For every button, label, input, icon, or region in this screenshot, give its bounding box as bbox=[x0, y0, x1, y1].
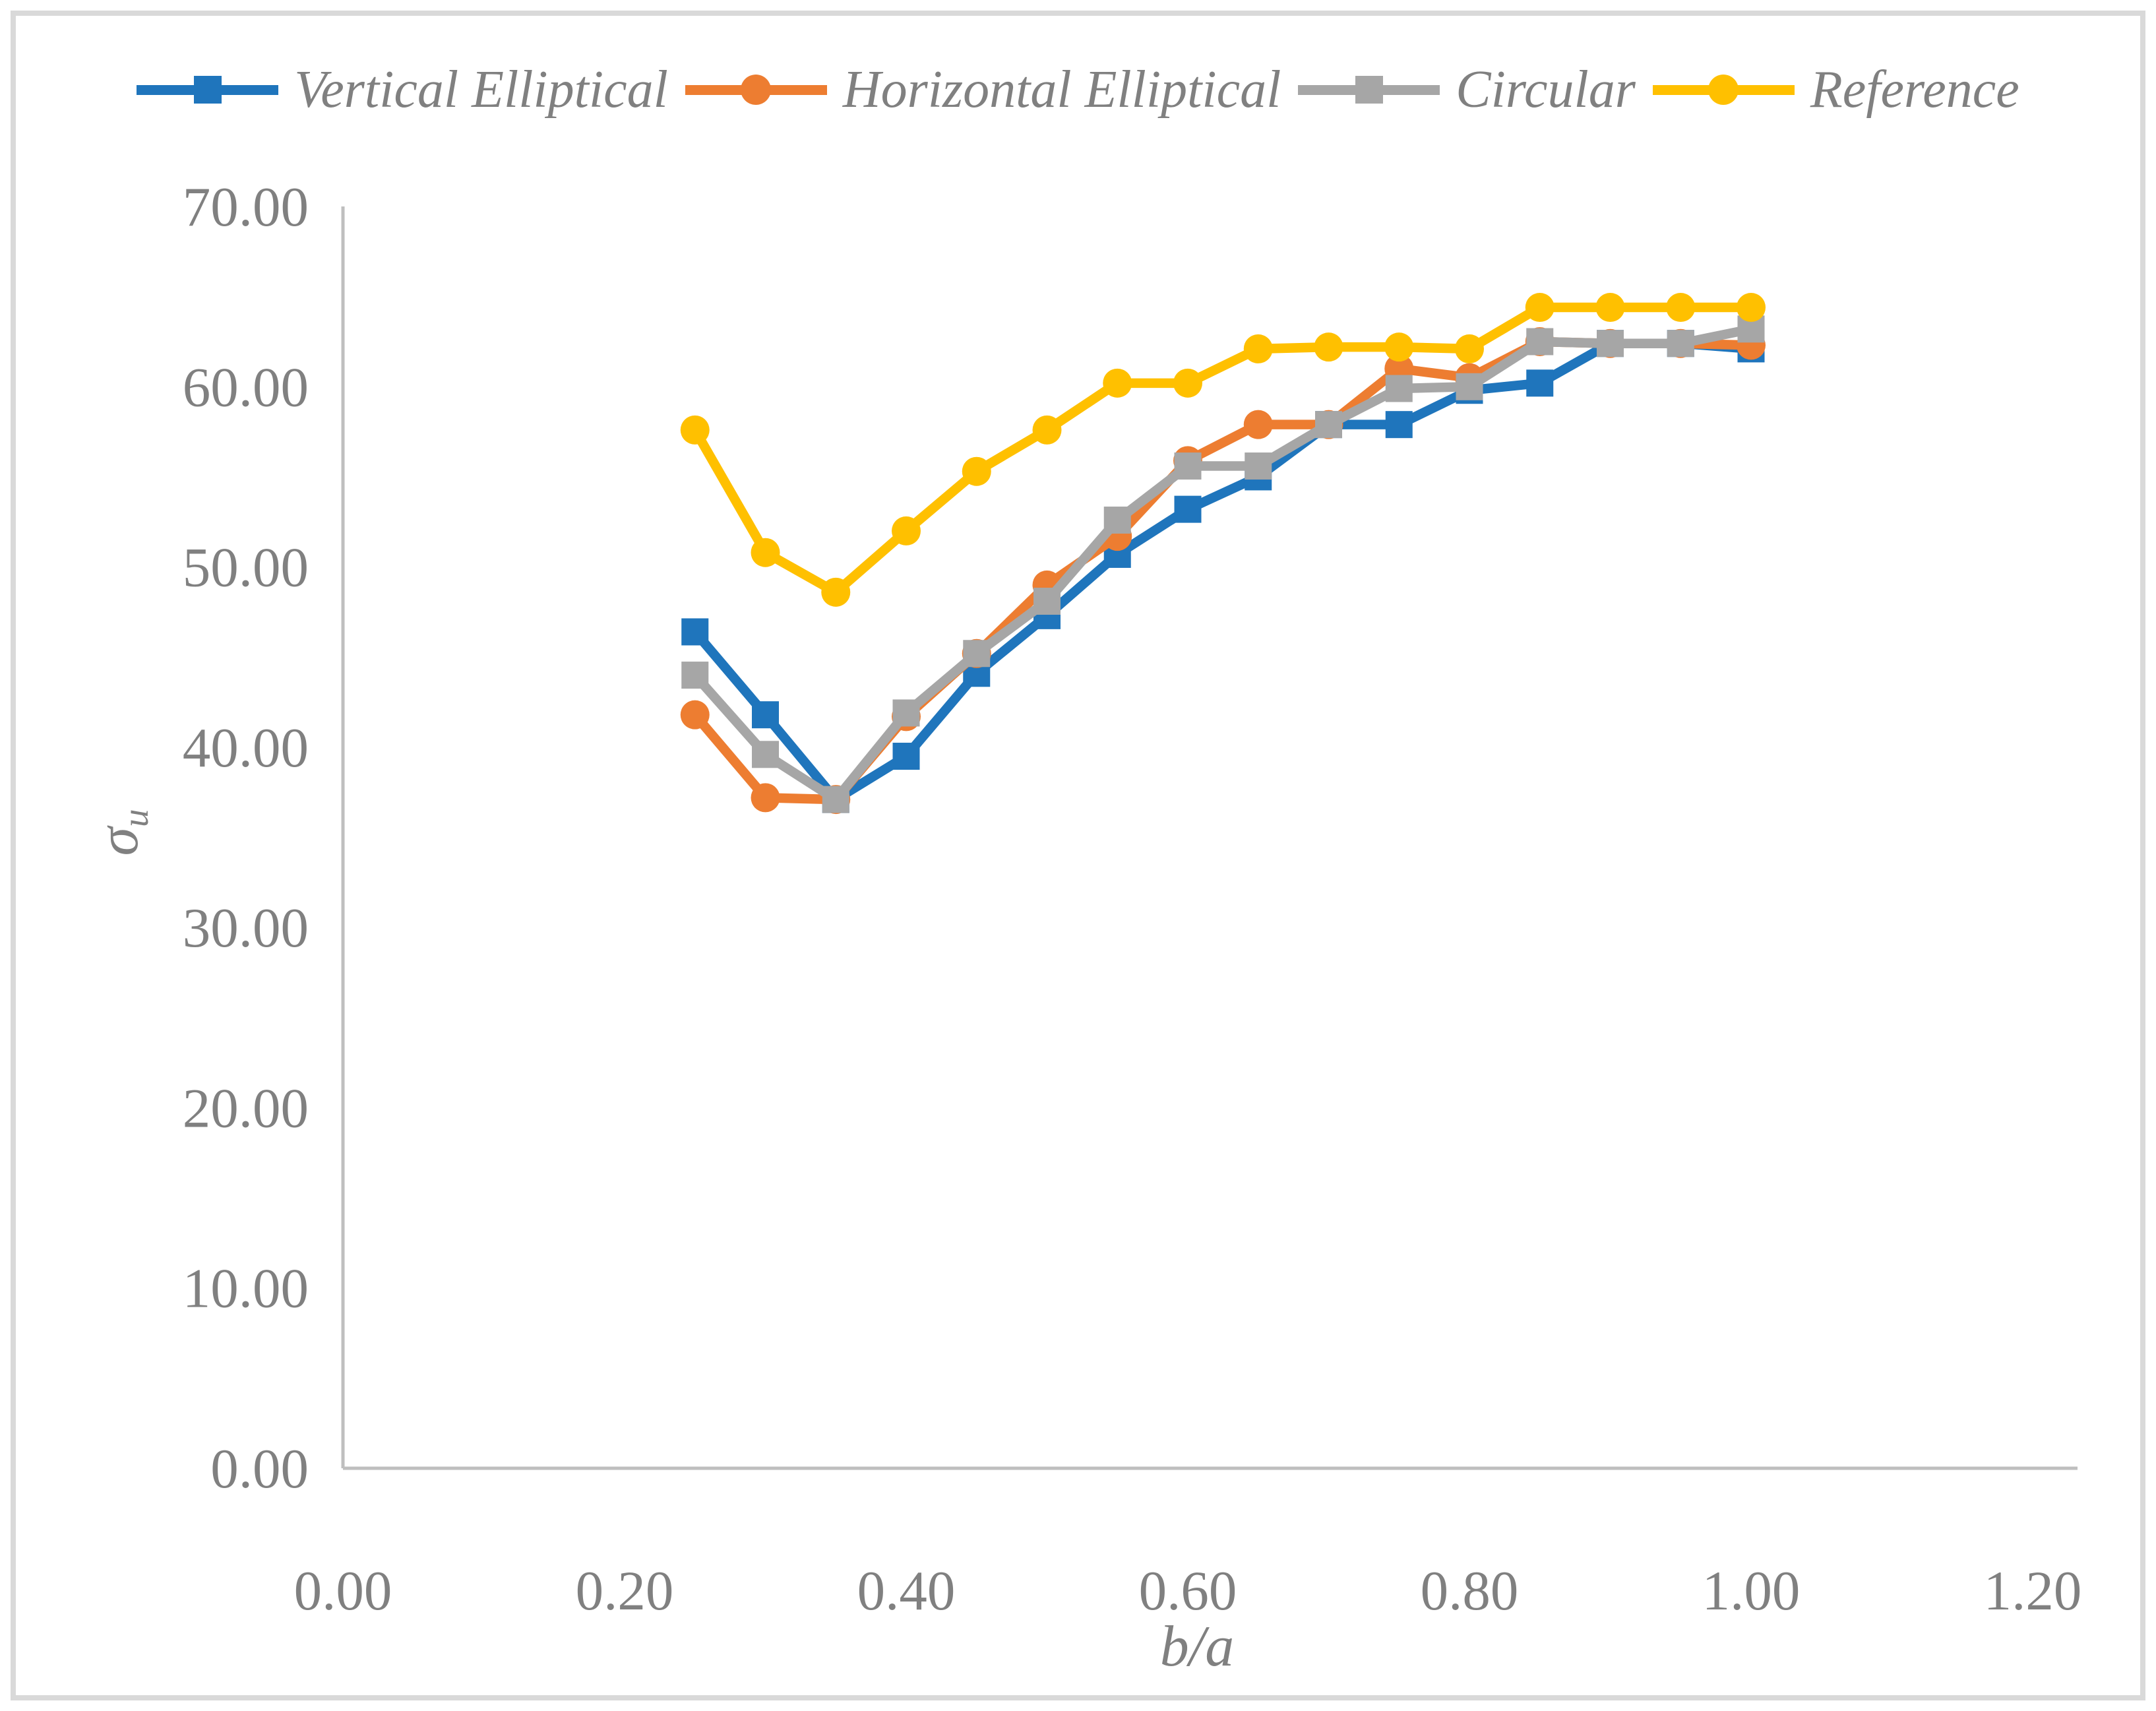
y-tick-label: 50.00 bbox=[183, 537, 309, 599]
data-point-square bbox=[1174, 452, 1202, 480]
data-point-circle bbox=[1243, 334, 1273, 363]
series-horizontal-elliptical bbox=[680, 327, 1766, 815]
y-tick-label: 10.00 bbox=[183, 1258, 309, 1320]
data-point-circle bbox=[1384, 332, 1414, 362]
data-point-square bbox=[1174, 495, 1202, 523]
x-tick-label: 1.00 bbox=[1702, 1560, 1801, 1622]
legend-circle-marker-icon bbox=[685, 75, 827, 105]
x-tick-label: 1.20 bbox=[1984, 1560, 2082, 1622]
data-point-square bbox=[752, 741, 779, 768]
circle-icon bbox=[1708, 75, 1739, 105]
data-point-circle bbox=[892, 516, 921, 545]
data-point-square bbox=[1315, 411, 1342, 439]
series-line bbox=[690, 302, 1756, 598]
data-point-square bbox=[752, 701, 779, 729]
x-tick-label: 0.60 bbox=[1139, 1560, 1237, 1622]
legend-label: Horizontal Elliptical bbox=[842, 61, 1281, 119]
y-tick-label: 60.00 bbox=[183, 356, 309, 418]
x-tick-label: 0.80 bbox=[1421, 1560, 1519, 1622]
circle-icon bbox=[741, 75, 772, 105]
square-icon bbox=[1355, 76, 1383, 104]
data-point-circle bbox=[680, 700, 710, 730]
data-point-square bbox=[681, 618, 709, 646]
legend-item-reference: Reference bbox=[1652, 61, 2019, 119]
data-point-circle bbox=[1737, 293, 1766, 323]
data-point-circle bbox=[1243, 410, 1273, 439]
data-point-square bbox=[892, 699, 920, 727]
data-point-square bbox=[681, 662, 709, 689]
legend-item-horizontal-elliptical: Horizontal Elliptical bbox=[685, 63, 1281, 116]
y-axis-title: σu bbox=[86, 809, 156, 856]
data-point-circle bbox=[1103, 368, 1132, 398]
series-line bbox=[690, 324, 1756, 805]
data-point-circle bbox=[680, 415, 710, 445]
data-point-square bbox=[1667, 330, 1694, 358]
data-point-circle bbox=[1525, 293, 1555, 323]
series-line bbox=[690, 338, 1756, 805]
data-point-square bbox=[1245, 452, 1272, 480]
data-point-circle bbox=[1455, 334, 1484, 363]
data-point-circle bbox=[962, 456, 991, 486]
data-point-square bbox=[1526, 328, 1554, 356]
series-reference bbox=[680, 293, 1766, 607]
data-point-square bbox=[1033, 587, 1061, 615]
legend-item-circular: Circular bbox=[1298, 63, 1636, 116]
legend-item-vertical-elliptical: Vertical Elliptical bbox=[137, 63, 668, 116]
data-point-square bbox=[1385, 411, 1413, 439]
legend-circle-marker-icon bbox=[1652, 75, 1795, 105]
legend-square-marker-icon bbox=[137, 76, 279, 104]
legend-label: Reference bbox=[1810, 61, 2019, 119]
y-tick-label: 70.00 bbox=[183, 176, 309, 238]
data-point-circle bbox=[821, 577, 851, 607]
chart-legend: Vertical Elliptical Horizontal Elliptical… bbox=[0, 63, 2156, 116]
data-point-square bbox=[963, 640, 991, 668]
data-point-square bbox=[1597, 330, 1624, 358]
x-tick-label: 0.40 bbox=[857, 1560, 956, 1622]
legend-label: Circular bbox=[1456, 61, 1636, 119]
y-tick-label: 0.00 bbox=[210, 1438, 309, 1500]
data-point-circle bbox=[1173, 368, 1202, 398]
data-point-square bbox=[1385, 375, 1413, 402]
data-point-square bbox=[892, 743, 920, 770]
legend-square-marker-icon bbox=[1298, 76, 1440, 104]
x-axis-title: b/a bbox=[1160, 1615, 1234, 1679]
data-point-square bbox=[1456, 373, 1483, 400]
data-point-circle bbox=[751, 538, 780, 567]
data-point-square bbox=[1103, 507, 1131, 534]
legend-label: Vertical Elliptical bbox=[294, 61, 668, 119]
data-point-circle bbox=[1032, 415, 1062, 445]
data-point-circle bbox=[1314, 332, 1343, 362]
data-point-square bbox=[1526, 369, 1554, 397]
data-point-circle bbox=[1666, 293, 1696, 323]
y-tick-label: 40.00 bbox=[183, 717, 309, 779]
x-tick-label: 0.20 bbox=[576, 1560, 674, 1622]
series-circular bbox=[681, 315, 1765, 813]
data-point-circle bbox=[751, 783, 780, 813]
series-vertical-elliptical bbox=[681, 330, 1765, 813]
data-point-circle bbox=[1595, 293, 1625, 323]
y-tick-labels: 0.00 10.00 20.00 30.00 40.00 50.00 60.00 70.00 bbox=[183, 176, 309, 1500]
y-tick-label: 20.00 bbox=[183, 1077, 309, 1139]
square-icon bbox=[193, 76, 222, 104]
data-point-square bbox=[822, 786, 849, 813]
x-tick-labels: 0.00 0.20 0.40 0.60 0.80 1.00 1.20 bbox=[294, 1560, 2082, 1622]
x-tick-label: 0.00 bbox=[294, 1560, 392, 1622]
y-tick-label: 30.00 bbox=[183, 897, 309, 959]
